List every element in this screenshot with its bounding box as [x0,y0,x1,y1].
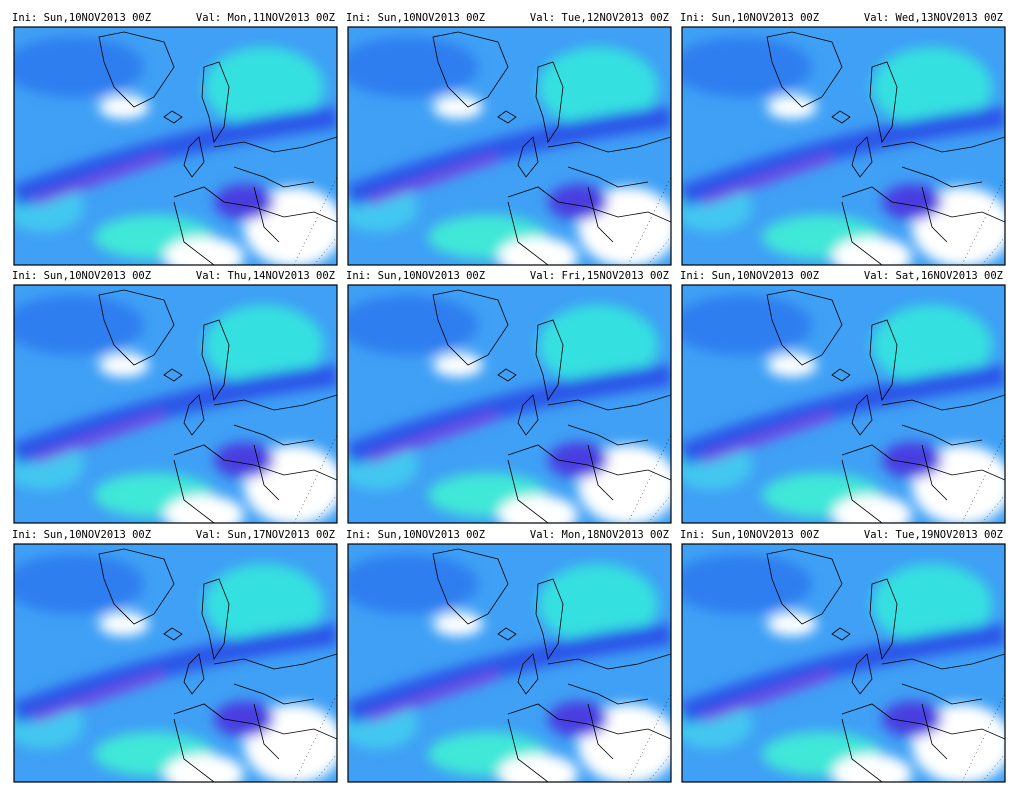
map-panel: Ini: Sun,10NOV2013 00Z Val: Fri,15NOV2013… [338,270,678,535]
valid-time: Val: Sun,17NOV2013 00Z [196,529,335,541]
map-frame [347,284,672,524]
map-panel: Ini: Sun,10NOV2013 00Z Val: Mon,11NOV2013… [4,12,344,277]
valid-time: Val: Mon,18NOV2013 00Z [530,529,669,541]
init-time: Ini: Sun,10NOV2013 00Z [680,270,819,282]
precip-field [338,27,678,277]
valid-time: Val: Wed,13NOV2013 00Z [864,12,1003,24]
init-time: Ini: Sun,10NOV2013 00Z [346,529,485,541]
precip-field [672,544,1012,794]
init-time: Ini: Sun,10NOV2013 00Z [346,12,485,24]
map-panel: Ini: Sun,10NOV2013 00Z Val: Wed,13NOV2013… [672,12,1012,277]
precip-field [4,544,344,794]
map-frame [681,284,1006,524]
map-panel: Ini: Sun,10NOV2013 00Z Val: Thu,14NOV2013… [4,270,344,535]
init-time: Ini: Sun,10NOV2013 00Z [346,270,485,282]
map-panel: Ini: Sun,10NOV2013 00Z Val: Tue,19NOV2013… [672,529,1012,794]
init-time: Ini: Sun,10NOV2013 00Z [12,270,151,282]
map-frame [13,543,338,783]
map-frame [13,284,338,524]
valid-time: Val: Fri,15NOV2013 00Z [530,270,669,282]
precip-field [672,285,1012,535]
map-frame [347,26,672,266]
precip-field [338,285,678,535]
valid-time: Val: Tue,12NOV2013 00Z [530,12,669,24]
precip-field [4,285,344,535]
init-time: Ini: Sun,10NOV2013 00Z [12,12,151,24]
init-time: Ini: Sun,10NOV2013 00Z [680,529,819,541]
valid-time: Val: Tue,19NOV2013 00Z [864,529,1003,541]
map-panel: Ini: Sun,10NOV2013 00Z Val: Mon,18NOV2013… [338,529,678,794]
valid-time: Val: Thu,14NOV2013 00Z [196,270,335,282]
map-panel: Ini: Sun,10NOV2013 00Z Val: Tue,12NOV2013… [338,12,678,277]
valid-time: Val: Sat,16NOV2013 00Z [864,270,1003,282]
map-frame [347,543,672,783]
panels: Ini: Sun,10NOV2013 00Z Val: Mon,11NOV2013… [4,12,1012,794]
map-frame [13,26,338,266]
precip-field [338,544,678,794]
init-time: Ini: Sun,10NOV2013 00Z [12,529,151,541]
precip-field [672,27,1012,277]
map-panel: Ini: Sun,10NOV2013 00Z Val: Sat,16NOV2013… [672,270,1012,535]
precip-field [4,27,344,277]
map-frame [681,26,1006,266]
map-panel: Ini: Sun,10NOV2013 00Z Val: Sun,17NOV2013… [4,529,344,794]
map-frame [681,543,1006,783]
init-time: Ini: Sun,10NOV2013 00Z [680,12,819,24]
valid-time: Val: Mon,11NOV2013 00Z [196,12,335,24]
